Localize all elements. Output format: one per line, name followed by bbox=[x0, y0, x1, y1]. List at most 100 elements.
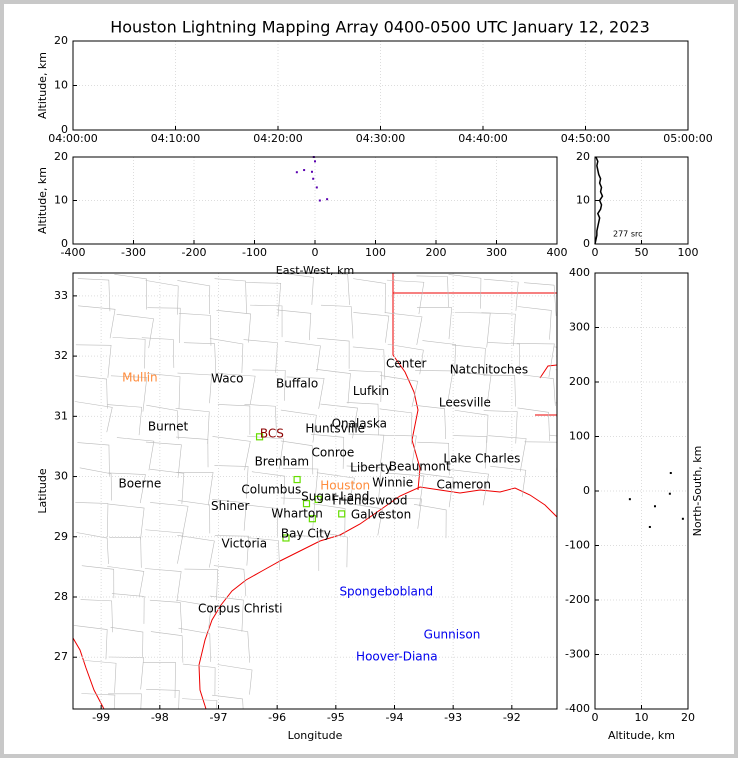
county-line bbox=[311, 434, 345, 469]
county-line bbox=[212, 694, 244, 709]
city-label: Sugar Land bbox=[301, 490, 369, 504]
county-line bbox=[73, 625, 108, 660]
figure-background bbox=[4, 4, 734, 754]
county-line bbox=[150, 502, 189, 538]
county-line bbox=[214, 535, 250, 566]
county-line bbox=[177, 500, 211, 534]
x-tick-label: -100 bbox=[242, 246, 267, 259]
source-point bbox=[314, 160, 316, 163]
city-label: Bay City bbox=[281, 526, 331, 540]
source-point bbox=[303, 169, 306, 172]
county-line bbox=[144, 568, 182, 602]
x-tick-label: 300 bbox=[486, 246, 507, 259]
panel-frame bbox=[594, 156, 689, 245]
x-axis-label: Longitude bbox=[288, 729, 343, 742]
city-label: Lake Charles bbox=[443, 452, 520, 466]
county-line bbox=[175, 408, 210, 444]
county-line bbox=[280, 440, 314, 475]
figure-title: Houston Lightning Mapping Array 0400-050… bbox=[110, 18, 650, 37]
city-label: Boerne bbox=[119, 476, 162, 490]
county-line bbox=[379, 375, 419, 408]
county-line bbox=[483, 278, 519, 311]
y-tick-label: 0 bbox=[583, 484, 590, 497]
county-line bbox=[177, 280, 211, 314]
x-tick-label: 04:00:00 bbox=[48, 132, 97, 145]
y-tick-label: 20 bbox=[54, 34, 68, 47]
y-axis-label: Altitude, km bbox=[36, 167, 49, 234]
x-tick-label: 04:40:00 bbox=[458, 132, 507, 145]
county-line bbox=[517, 306, 552, 340]
county-line bbox=[108, 656, 144, 690]
x-tick-label: 04:10:00 bbox=[151, 132, 200, 145]
x-tick-label: 100 bbox=[678, 246, 699, 259]
county-line bbox=[75, 502, 109, 538]
county-line bbox=[150, 631, 184, 663]
county-line bbox=[312, 503, 346, 536]
source-point bbox=[648, 525, 651, 528]
source-point bbox=[669, 472, 672, 475]
county-line bbox=[176, 436, 209, 468]
source-point bbox=[255, 433, 264, 441]
county-line bbox=[483, 410, 518, 444]
border bbox=[73, 637, 105, 709]
map-background bbox=[73, 273, 557, 709]
x-tick-label: 0 bbox=[592, 711, 599, 724]
county-line bbox=[413, 404, 446, 440]
source-point bbox=[318, 199, 321, 202]
county-line bbox=[214, 278, 247, 314]
county-line bbox=[147, 307, 181, 343]
county-line bbox=[108, 503, 145, 540]
county-line bbox=[317, 337, 350, 369]
x-tick-label: 400 bbox=[547, 246, 568, 259]
county-line bbox=[379, 408, 413, 445]
city-label: Beaumont bbox=[389, 459, 451, 473]
county-line bbox=[209, 595, 244, 632]
county-line bbox=[416, 275, 449, 308]
y-tick-label: 33 bbox=[54, 289, 68, 302]
county-line bbox=[109, 537, 142, 568]
county-line bbox=[213, 565, 247, 597]
county-line bbox=[178, 627, 211, 662]
y-tick-label: 0 bbox=[583, 237, 590, 250]
y-tick-label: 200 bbox=[569, 375, 590, 388]
county-line bbox=[184, 568, 219, 601]
county-line bbox=[279, 273, 314, 305]
county-line bbox=[286, 534, 320, 571]
city-label: Leesville bbox=[439, 396, 491, 410]
x-tick-label: 50 bbox=[635, 246, 649, 259]
county-line bbox=[353, 278, 386, 314]
city-label: Natchitoches bbox=[450, 362, 528, 376]
panel-frame bbox=[72, 40, 689, 131]
county-line bbox=[353, 312, 390, 343]
y-tick-label: 0 bbox=[61, 237, 68, 250]
county-line bbox=[277, 309, 312, 341]
y-tick-label: 20 bbox=[576, 150, 590, 163]
county-line bbox=[145, 441, 182, 478]
county-line bbox=[212, 499, 247, 531]
source-point bbox=[326, 198, 329, 201]
x-tick-label: -99 bbox=[92, 711, 110, 724]
y-tick-label: 32 bbox=[54, 349, 68, 362]
x-tick-label: 0 bbox=[312, 246, 319, 259]
county-line bbox=[149, 468, 185, 504]
county-line bbox=[77, 278, 111, 312]
county-line bbox=[108, 472, 146, 504]
source-point bbox=[282, 534, 290, 542]
source-point bbox=[338, 510, 346, 518]
county-line bbox=[316, 472, 355, 505]
county-line bbox=[107, 566, 145, 598]
y-tick-label: -300 bbox=[565, 648, 590, 661]
x-axis-label: East-West, km bbox=[276, 264, 354, 277]
city-label: Lufkin bbox=[353, 384, 389, 398]
county-line bbox=[146, 373, 181, 409]
state-border bbox=[535, 364, 557, 416]
x-tick-label: -94 bbox=[386, 711, 404, 724]
y-axis-label: North-South, km bbox=[691, 446, 704, 537]
county-line bbox=[176, 599, 212, 632]
county-line bbox=[77, 442, 110, 476]
county-line bbox=[218, 373, 256, 405]
city-label: Conroe bbox=[312, 446, 355, 460]
source-point bbox=[653, 505, 656, 508]
county-line bbox=[75, 344, 112, 378]
county-line bbox=[280, 409, 317, 443]
